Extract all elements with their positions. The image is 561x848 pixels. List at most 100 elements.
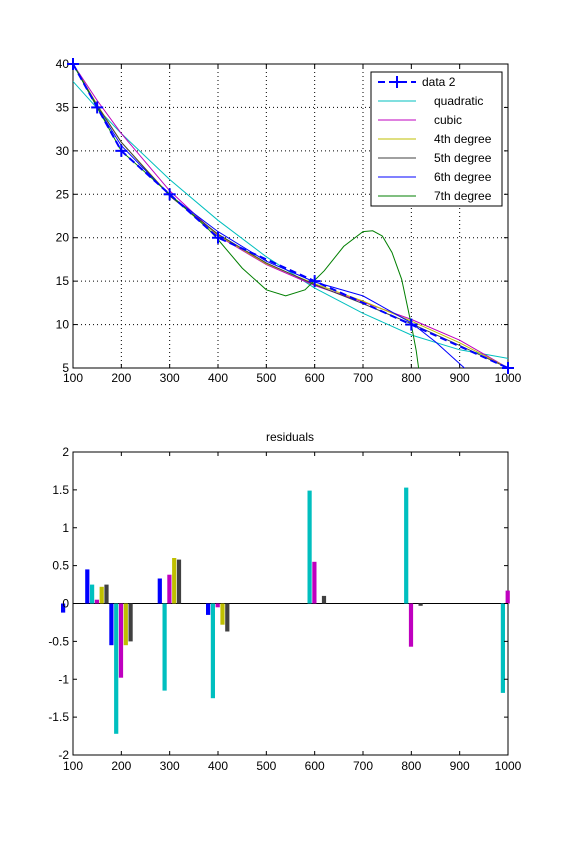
legend-entry: quadratic — [378, 94, 483, 108]
fit-plot-data-markers — [67, 58, 514, 374]
residual-bar — [172, 558, 177, 604]
residual-bar — [85, 569, 90, 604]
residuals-x-tick-label: 400 — [208, 759, 228, 773]
residuals-y-tick-label: 1.5 — [52, 483, 69, 497]
data-point-marker — [212, 231, 224, 244]
legend-label: 5th degree — [434, 151, 492, 165]
residuals-x-tick-labels: 100 200 300 400 500 600 700 800 900 1000 — [63, 759, 522, 773]
fit-plot-y-tick-label: 35 — [56, 100, 70, 114]
residual-bar — [94, 599, 99, 604]
data-point-marker — [67, 58, 79, 70]
legend-box — [370, 71, 503, 207]
residual-bar — [109, 603, 114, 646]
series-line-quadratic — [73, 81, 508, 359]
legend-label: 7th degree — [434, 189, 492, 203]
residual-bar — [162, 603, 167, 691]
residual-bar — [505, 590, 510, 604]
residual-bar — [321, 595, 327, 604]
residuals-y-tick-label: 1 — [62, 521, 69, 535]
fit-plot-y-tick-label: 20 — [56, 231, 70, 245]
residual-bar — [418, 603, 423, 606]
residuals-x-tick-label: 700 — [353, 759, 373, 773]
residuals-y-tick-label: -2 — [58, 748, 69, 762]
legend-entry: 7th degree — [378, 189, 492, 203]
legend-label: data 2 — [422, 75, 456, 89]
fit-plot-y-tick-label: 5 — [62, 361, 69, 375]
residuals-y-tick-label: 2 — [62, 445, 69, 459]
residuals-ticks — [72, 451, 509, 756]
fit-plot-y-tick-label: 40 — [56, 57, 70, 71]
fit-plot-y-tick-label: 25 — [56, 187, 70, 201]
legend-entry: 6th degree — [378, 170, 492, 184]
residual-bar — [215, 603, 220, 608]
residuals-x-tick-label: 600 — [305, 759, 325, 773]
residuals-x-tick-label: 1000 — [495, 759, 522, 773]
data-point-marker — [308, 275, 321, 288]
data-point-marker — [502, 362, 514, 374]
data-point-marker — [115, 144, 128, 157]
residual-bar — [99, 586, 104, 604]
legend-entry: 4th degree — [378, 132, 492, 146]
residuals-title: residuals — [266, 430, 314, 444]
fit-plot-y-tick-label: 10 — [56, 318, 70, 332]
residuals-y-tick-label: -0.5 — [48, 634, 69, 648]
residual-bar — [104, 584, 109, 604]
residuals-x-tick-label: 500 — [256, 759, 276, 773]
legend-label: cubic — [434, 113, 462, 127]
residual-bar — [307, 490, 312, 604]
residuals-y-tick-labels: -2 -1.5 -1 -0.5 0 0.5 1 1.5 2 — [48, 445, 69, 762]
fit-plot-grid — [73, 64, 508, 368]
legend-label: quadratic — [434, 94, 483, 108]
residual-bar — [167, 574, 172, 604]
series-line-5th-degree — [73, 64, 508, 368]
residuals-x-tick-label: 800 — [401, 759, 421, 773]
fit-plot-x-tick-label: 700 — [353, 371, 373, 385]
legend-entry: 5th degree — [378, 151, 492, 165]
fit-plot-x-tick-label: 200 — [111, 371, 131, 385]
residual-bar — [404, 487, 409, 604]
residuals-plot: residuals 100 200 300 400 500 600 700 800 900 100… — [48, 430, 521, 773]
residuals-y-tick-label: -1.5 — [48, 710, 69, 724]
fit-plot-y-tick-label: 30 — [56, 144, 70, 158]
legend: data 2 quadratic cubic 4th degree 5th degree… — [370, 71, 503, 207]
residual-bar — [61, 603, 66, 613]
fit-plot-x-tick-label: 800 — [401, 371, 421, 385]
residuals-x-tick-label: 100 — [63, 759, 83, 773]
fit-plot-x-tick-label: 100 — [63, 371, 83, 385]
residual-bar — [210, 603, 215, 699]
residual-bar — [408, 603, 414, 647]
legend-label: 6th degree — [434, 170, 492, 184]
residual-bar — [206, 603, 211, 615]
legend-entry: cubic — [378, 113, 462, 127]
residuals-bars — [61, 487, 510, 734]
fit-plot-x-tick-label: 600 — [305, 371, 325, 385]
fit-plot: 100 200 300 400 500 600 700 800 900 1000 5 10 15 20 2… — [56, 57, 522, 385]
residual-bar — [118, 603, 124, 678]
fit-plot-y-tick-labels: 5 10 15 20 25 30 35 40 — [56, 57, 70, 375]
fit-plot-x-tick-labels: 100 200 300 400 500 600 700 800 900 1000 — [63, 371, 522, 385]
residuals-y-tick-label: 0 — [62, 597, 69, 611]
series-line-cubic — [73, 64, 508, 368]
residual-bar — [114, 603, 119, 734]
data-point-marker — [91, 101, 104, 114]
fit-plot-x-tick-label: 500 — [256, 371, 276, 385]
series-line-data-2 — [73, 64, 508, 368]
residual-bar — [128, 603, 133, 642]
fit-plot-x-tick-label: 1000 — [495, 371, 522, 385]
residual-bar — [220, 603, 225, 625]
fit-plot-y-tick-label: 15 — [56, 274, 70, 288]
fit-plot-x-tick-label: 300 — [160, 371, 180, 385]
residual-bar — [157, 578, 162, 604]
residuals-x-tick-label: 200 — [111, 759, 131, 773]
data-point-marker — [163, 188, 176, 201]
residuals-x-tick-label: 300 — [160, 759, 180, 773]
fit-plot-x-tick-label: 400 — [208, 371, 228, 385]
legend-entry: data 2 — [378, 75, 456, 89]
residuals-y-tick-label: 0.5 — [52, 559, 69, 573]
fit-plot-x-tick-label: 900 — [450, 371, 470, 385]
residuals-x-tick-label: 900 — [450, 759, 470, 773]
residual-bar — [123, 603, 128, 646]
legend-items: data 2 quadratic cubic 4th degree 5th degree… — [378, 75, 492, 203]
residual-bar — [500, 603, 505, 693]
